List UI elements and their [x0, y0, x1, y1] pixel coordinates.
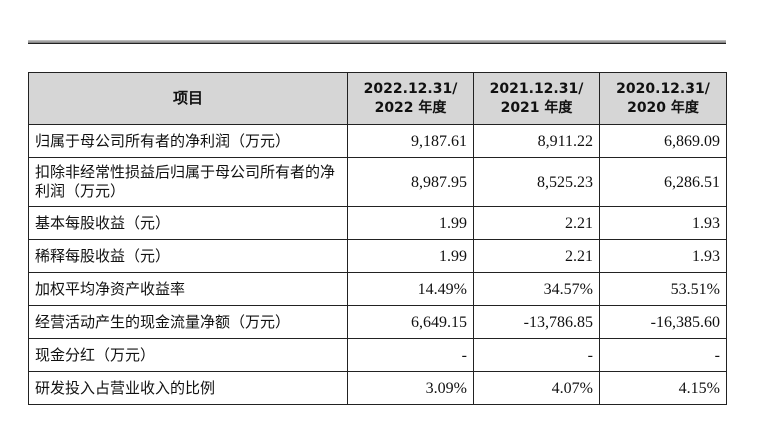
row-value: - — [599, 338, 727, 372]
top-rule-line — [28, 43, 726, 44]
table-row: 基本每股收益（元） 1.99 2.21 1.93 — [28, 206, 727, 240]
table-header-row: 项目 2022.12.31/ 2022 年度 2021.12.31/ 2021 … — [28, 72, 727, 125]
row-value: 8,987.95 — [347, 157, 474, 207]
row-value: 1.99 — [347, 239, 474, 273]
row-value: 6,649.15 — [347, 305, 474, 339]
row-value: 34.57% — [473, 272, 600, 306]
row-value: 4.15% — [599, 371, 727, 405]
row-value: -16,385.60 — [599, 305, 727, 339]
header-col-2022-line2: 2022 年度 — [374, 99, 447, 116]
row-value: 1.93 — [599, 239, 727, 273]
row-value: 14.49% — [347, 272, 474, 306]
row-value: 1.93 — [599, 206, 727, 240]
row-value: -13,786.85 — [473, 305, 600, 339]
row-value: - — [473, 338, 600, 372]
row-value: 3.09% — [347, 371, 474, 405]
table-row: 经营活动产生的现金流量净额（万元） 6,649.15 -13,786.85 -1… — [28, 305, 727, 339]
row-value: 2.21 — [473, 206, 600, 240]
row-value: 2.21 — [473, 239, 600, 273]
row-value: 1.99 — [347, 206, 474, 240]
row-label: 研发投入占营业收入的比例 — [28, 371, 348, 405]
table-row: 稀释每股收益（元） 1.99 2.21 1.93 — [28, 239, 727, 273]
top-rule — [28, 40, 726, 43]
row-value: 9,187.61 — [347, 124, 474, 158]
header-col-2020-line1: 2020.12.31/ — [616, 80, 710, 97]
row-label: 基本每股收益（元） — [28, 206, 348, 240]
header-col-2021-line1: 2021.12.31/ — [489, 80, 584, 97]
table-row: 加权平均净资产收益率 14.49% 34.57% 53.51% — [28, 272, 727, 306]
row-label: 扣除非经常性损益后归属于母公司所有者的净利润（万元） — [28, 157, 348, 207]
table-row: 研发投入占营业收入的比例 3.09% 4.07% 4.15% — [28, 371, 727, 405]
header-col-2020-line2: 2020 年度 — [627, 99, 699, 116]
row-label: 加权平均净资产收益率 — [28, 272, 348, 306]
row-value: 8,525.23 — [473, 157, 600, 207]
row-value: 4.07% — [473, 371, 600, 405]
header-col-2021: 2021.12.31/ 2021 年度 — [473, 72, 600, 125]
row-label: 经营活动产生的现金流量净额（万元） — [28, 305, 348, 339]
financial-indicators-table: 项目 2022.12.31/ 2022 年度 2021.12.31/ 2021 … — [28, 72, 727, 405]
header-item: 项目 — [28, 72, 348, 125]
row-value: 6,286.51 — [599, 157, 727, 207]
header-col-2022: 2022.12.31/ 2022 年度 — [347, 72, 474, 125]
row-value: 6,869.09 — [599, 124, 727, 158]
table-row: 扣除非经常性损益后归属于母公司所有者的净利润（万元） 8,987.95 8,52… — [28, 157, 727, 207]
header-col-2020: 2020.12.31/ 2020 年度 — [599, 72, 727, 125]
row-value: - — [347, 338, 474, 372]
header-col-2021-line2: 2021 年度 — [500, 99, 573, 116]
row-value: 8,911.22 — [473, 124, 600, 158]
row-value: 53.51% — [599, 272, 727, 306]
row-label: 现金分红（万元） — [28, 338, 348, 372]
table-row: 归属于母公司所有者的净利润（万元） 9,187.61 8,911.22 6,86… — [28, 124, 727, 158]
row-label: 归属于母公司所有者的净利润（万元） — [28, 124, 348, 158]
table-row: 现金分红（万元） - - - — [28, 338, 727, 372]
header-col-2022-line1: 2022.12.31/ — [363, 80, 458, 97]
row-label: 稀释每股收益（元） — [28, 239, 348, 273]
